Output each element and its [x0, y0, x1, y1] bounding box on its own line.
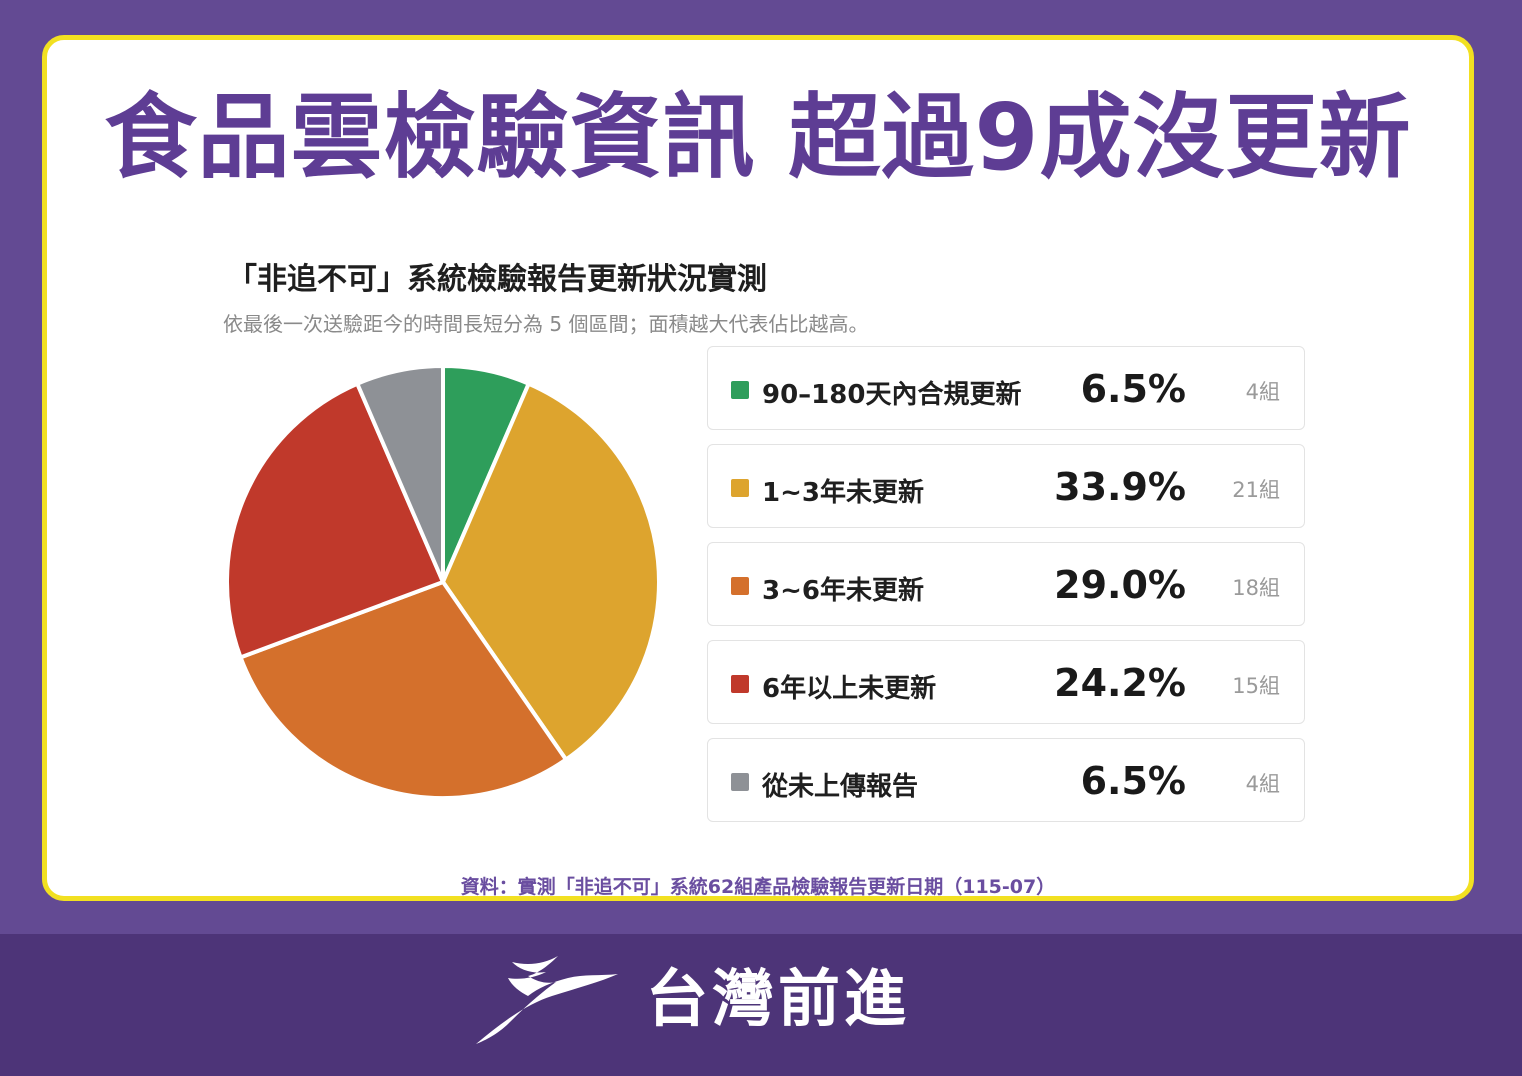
pie-slice	[225, 381, 445, 660]
legend-item: 90–180天內合規更新 6.5% 4組	[707, 346, 1305, 430]
brand-name: 台灣前進	[646, 962, 911, 1035]
pie-slice	[238, 580, 568, 800]
chart-title: 「非追不可」系統檢驗報告更新狀況實測	[227, 262, 767, 297]
page-title: 食品雲檢驗資訊 超過9成沒更新	[104, 84, 1412, 191]
legend-count: 15組	[1232, 674, 1280, 698]
legend-count: 4組	[1245, 380, 1280, 404]
legend: 90–180天內合規更新 6.5% 4組 1~3年未更新 33.9% 21組 3…	[707, 346, 1305, 836]
footer-bar: 台灣前進	[0, 934, 1522, 1076]
legend-percent: 29.0%	[1054, 563, 1186, 607]
bird-logo-icon	[476, 956, 618, 1044]
legend-label: 從未上傳報告	[762, 772, 919, 802]
pie-slice	[441, 381, 661, 762]
legend-count: 18組	[1232, 576, 1280, 600]
legend-label: 6年以上未更新	[762, 674, 937, 704]
pie-chart	[225, 364, 661, 800]
chart-subtitle: 依最後一次送驗距今的時間長短分為 5 個區間；面積越大代表佔比越高。	[223, 312, 869, 336]
legend-swatch	[731, 381, 749, 399]
legend-swatch	[731, 675, 749, 693]
source-note: 資料：實測「非追不可」系統62組產品檢驗報告更新日期（115-07）	[460, 876, 1056, 898]
legend-percent: 24.2%	[1054, 661, 1186, 705]
legend-item: 從未上傳報告 6.5% 4組	[707, 738, 1305, 822]
legend-count: 21組	[1232, 478, 1280, 502]
legend-label: 3~6年未更新	[762, 576, 924, 606]
legend-count: 4組	[1245, 772, 1280, 796]
pie-slice	[355, 364, 445, 584]
legend-swatch	[731, 577, 749, 595]
legend-swatch	[731, 479, 749, 497]
legend-percent: 33.9%	[1054, 465, 1186, 509]
content-card: 食品雲檢驗資訊 超過9成沒更新 「非追不可」系統檢驗報告更新狀況實測 依最後一次…	[42, 35, 1474, 901]
legend-item: 3~6年未更新 29.0% 18組	[707, 542, 1305, 626]
legend-item: 1~3年未更新 33.9% 21組	[707, 444, 1305, 528]
legend-percent: 6.5%	[1080, 367, 1186, 411]
legend-swatch	[731, 773, 749, 791]
legend-label: 1~3年未更新	[762, 478, 924, 508]
legend-label: 90–180天內合規更新	[762, 380, 1022, 410]
legend-item: 6年以上未更新 24.2% 15組	[707, 640, 1305, 724]
legend-percent: 6.5%	[1080, 759, 1186, 803]
